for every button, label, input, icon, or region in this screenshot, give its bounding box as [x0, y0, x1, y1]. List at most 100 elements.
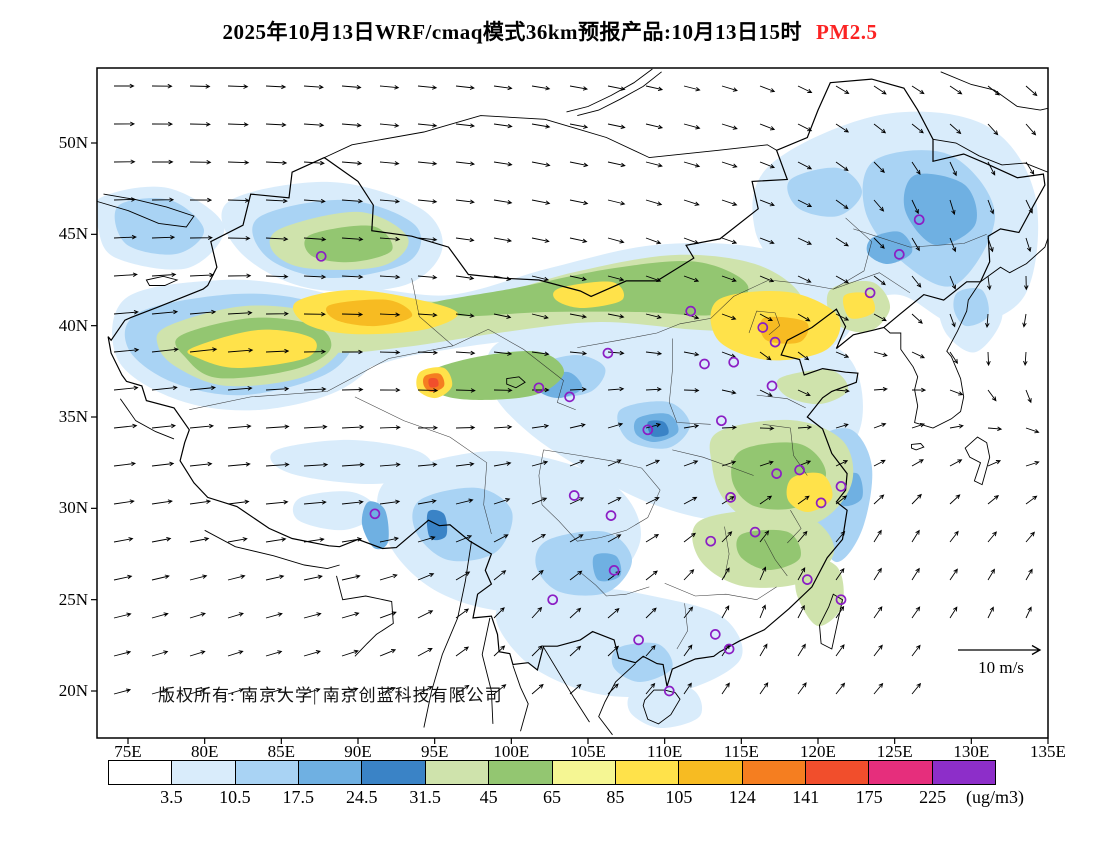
city-marker — [815, 497, 827, 509]
lat-tick-label: 30N — [58, 498, 88, 518]
colorbar-segment-2 — [235, 761, 300, 784]
wind-legend-label: 10 m/s — [978, 658, 1024, 677]
lon-tick-label: 115E — [723, 742, 759, 761]
colorbar-tick-label: 105 — [665, 787, 693, 807]
colorbar-tick-label: 225 — [919, 787, 947, 807]
lon-tick-label: 75E — [114, 742, 142, 761]
issyk-kul-lake — [145, 275, 179, 286]
mekong-line — [512, 665, 529, 732]
city-marker — [602, 347, 614, 359]
pm25-region-level-6 — [304, 225, 393, 263]
lat-tick-label: 50N — [58, 133, 88, 152]
lon-tick-label: 120E — [800, 742, 836, 761]
province-border — [669, 338, 711, 425]
laos-border — [543, 646, 590, 723]
city-markers — [315, 214, 925, 697]
colorbar — [108, 760, 996, 785]
lon-tick-label: 100E — [493, 742, 530, 761]
bangladesh-border — [336, 575, 394, 657]
pm25-region-level-3 — [903, 173, 977, 246]
province-border — [672, 449, 754, 476]
colorbar-unit: (ug/m3) — [966, 787, 1024, 807]
colorbar-segment-0 — [109, 761, 173, 784]
city-marker — [757, 322, 769, 333]
city-marker — [699, 358, 710, 370]
pm25-region-level-8 — [187, 329, 317, 368]
city-marker — [642, 424, 654, 436]
kyushu-island — [964, 436, 991, 486]
city-marker — [771, 468, 782, 479]
title-text: 2025年10月13日WRF/cmaq模式36km预报产品:10月13日15时 — [222, 20, 803, 44]
pm25-region-level-3 — [361, 501, 389, 550]
colorbar-segment-7 — [552, 761, 616, 784]
city-marker — [315, 250, 327, 262]
province-border — [748, 310, 781, 336]
city-marker — [794, 464, 805, 476]
hainan-island — [642, 689, 681, 725]
city-marker — [369, 508, 381, 520]
city-marker — [769, 336, 781, 348]
balkhash-lake — [97, 193, 195, 228]
colorbar-segment-4 — [362, 761, 426, 784]
qinghai-lake — [506, 376, 526, 389]
pm25-region-level-6 — [427, 351, 565, 400]
map-frame-border — [96, 67, 1049, 739]
province-border — [580, 572, 650, 597]
province-border — [577, 217, 873, 348]
pm25-region-level-11 — [428, 378, 439, 388]
colorbar-segment-10 — [742, 761, 806, 784]
province-border — [764, 539, 788, 577]
vietnam-coast — [598, 663, 636, 736]
colorbar-segment-5 — [425, 761, 490, 784]
city-marker — [801, 574, 813, 585]
pm25-region-level-5 — [795, 555, 844, 627]
city-marker — [709, 629, 721, 640]
russia-line-ne — [940, 71, 1048, 111]
province-border — [538, 449, 661, 542]
lon-tick-label: 90E — [344, 742, 372, 761]
pm25-region-level-2 — [412, 487, 513, 562]
pm25-region-level-9 — [760, 316, 809, 344]
city-marker — [723, 643, 735, 655]
baikal-shore-1 — [566, 68, 653, 113]
city-marker — [608, 565, 620, 576]
lon-tick-label: 80E — [190, 742, 219, 761]
city-marker — [835, 481, 847, 492]
colorbar-segment-3 — [299, 761, 363, 784]
province-border — [664, 582, 777, 600]
colorbar-tick-label: 10.5 — [219, 787, 251, 807]
city-marker — [835, 594, 847, 606]
contour-fills — [97, 111, 1039, 729]
nepal-border — [204, 529, 340, 570]
colorbar-tick-label: 45 — [479, 787, 498, 807]
pm25-region-level-1 — [270, 439, 433, 485]
city-marker — [864, 287, 876, 299]
kashmir-line — [119, 398, 175, 440]
myanmar-line-1 — [423, 541, 472, 728]
china-border — [107, 78, 1046, 687]
myanmar-line-2 — [481, 617, 494, 724]
province-border — [833, 272, 911, 294]
city-marker — [547, 594, 559, 606]
lon-tick-label: 110E — [647, 742, 683, 761]
lat-tick-label: 35N — [58, 407, 88, 426]
pm25-region-level-3 — [866, 231, 913, 265]
lon-tick-label: 125E — [876, 742, 913, 761]
page-title: 2025年10月13日WRF/cmaq模式36km预报产品:10月13日15时 P… — [0, 16, 1100, 46]
colorbar-tick-label: 124 — [728, 787, 756, 807]
city-marker — [605, 510, 617, 521]
colorbar-tick-label: 17.5 — [282, 787, 315, 807]
colorbar-segment-1 — [172, 761, 236, 784]
pm25-region-level-1 — [495, 587, 743, 698]
colorbar-tick-label: 31.5 — [409, 787, 441, 807]
province-border — [189, 345, 454, 410]
city-marker — [568, 490, 580, 501]
city-marker — [663, 685, 675, 697]
colorbar-tick-label: 24.5 — [345, 787, 378, 807]
pm25-region-level-9 — [325, 299, 413, 327]
lat-tick-label: 20N — [58, 681, 88, 700]
base-map — [97, 68, 1048, 736]
colorbar-segment-11 — [805, 761, 870, 784]
province-border — [756, 394, 806, 409]
wind-vectors — [113, 83, 1040, 695]
